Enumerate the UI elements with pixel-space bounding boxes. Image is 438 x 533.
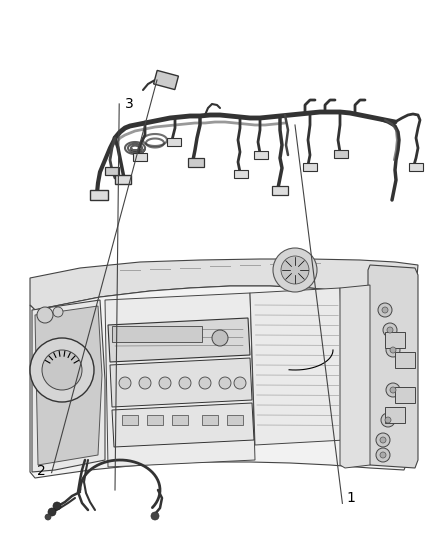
Circle shape xyxy=(48,508,56,516)
Circle shape xyxy=(381,413,395,427)
Circle shape xyxy=(45,514,51,520)
Circle shape xyxy=(385,417,391,423)
Bar xyxy=(154,70,178,90)
Circle shape xyxy=(281,256,309,284)
Bar xyxy=(133,153,147,161)
Circle shape xyxy=(37,307,53,323)
Polygon shape xyxy=(368,265,418,468)
Circle shape xyxy=(390,347,396,353)
Text: 1: 1 xyxy=(346,491,355,505)
Circle shape xyxy=(179,377,191,389)
Bar xyxy=(105,167,119,175)
Bar xyxy=(90,190,108,200)
Circle shape xyxy=(159,377,171,389)
Circle shape xyxy=(273,248,317,292)
Polygon shape xyxy=(108,318,250,362)
Bar xyxy=(147,415,163,425)
Polygon shape xyxy=(105,293,255,467)
Text: 2: 2 xyxy=(37,464,46,478)
Polygon shape xyxy=(110,358,252,407)
Circle shape xyxy=(151,512,159,520)
Circle shape xyxy=(387,327,393,333)
Circle shape xyxy=(53,502,61,510)
Bar xyxy=(115,175,131,184)
Bar xyxy=(172,415,188,425)
Bar xyxy=(385,332,405,348)
Bar xyxy=(395,352,415,368)
Bar xyxy=(409,163,423,171)
Circle shape xyxy=(376,433,390,447)
Circle shape xyxy=(139,377,151,389)
Bar xyxy=(272,186,288,195)
Circle shape xyxy=(219,377,231,389)
Bar xyxy=(303,163,317,171)
Circle shape xyxy=(53,307,63,317)
Polygon shape xyxy=(30,286,410,478)
Bar xyxy=(167,138,181,146)
Circle shape xyxy=(382,307,388,313)
Bar xyxy=(227,415,243,425)
Polygon shape xyxy=(32,300,105,472)
Circle shape xyxy=(380,452,386,458)
Bar xyxy=(202,415,218,425)
Bar xyxy=(395,387,415,403)
Bar xyxy=(254,151,268,159)
Polygon shape xyxy=(112,403,254,447)
Circle shape xyxy=(212,330,228,346)
Circle shape xyxy=(378,303,392,317)
Circle shape xyxy=(30,338,94,402)
Circle shape xyxy=(390,387,396,393)
Polygon shape xyxy=(340,285,370,468)
Bar xyxy=(188,158,204,167)
Polygon shape xyxy=(30,259,418,310)
Circle shape xyxy=(199,377,211,389)
Circle shape xyxy=(119,377,131,389)
Circle shape xyxy=(376,448,390,462)
Circle shape xyxy=(383,323,397,337)
Bar xyxy=(112,326,202,342)
Polygon shape xyxy=(35,306,102,465)
Circle shape xyxy=(234,377,246,389)
Circle shape xyxy=(42,350,82,390)
Polygon shape xyxy=(250,288,345,445)
Circle shape xyxy=(380,437,386,443)
Bar xyxy=(122,415,138,425)
Circle shape xyxy=(386,383,400,397)
Circle shape xyxy=(386,343,400,357)
Bar xyxy=(385,407,405,423)
Text: 3: 3 xyxy=(125,97,134,111)
Bar xyxy=(334,150,348,158)
Bar xyxy=(234,170,248,178)
